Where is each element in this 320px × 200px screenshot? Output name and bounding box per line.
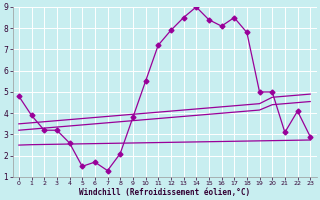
X-axis label: Windchill (Refroidissement éolien,°C): Windchill (Refroidissement éolien,°C) (79, 188, 250, 197)
